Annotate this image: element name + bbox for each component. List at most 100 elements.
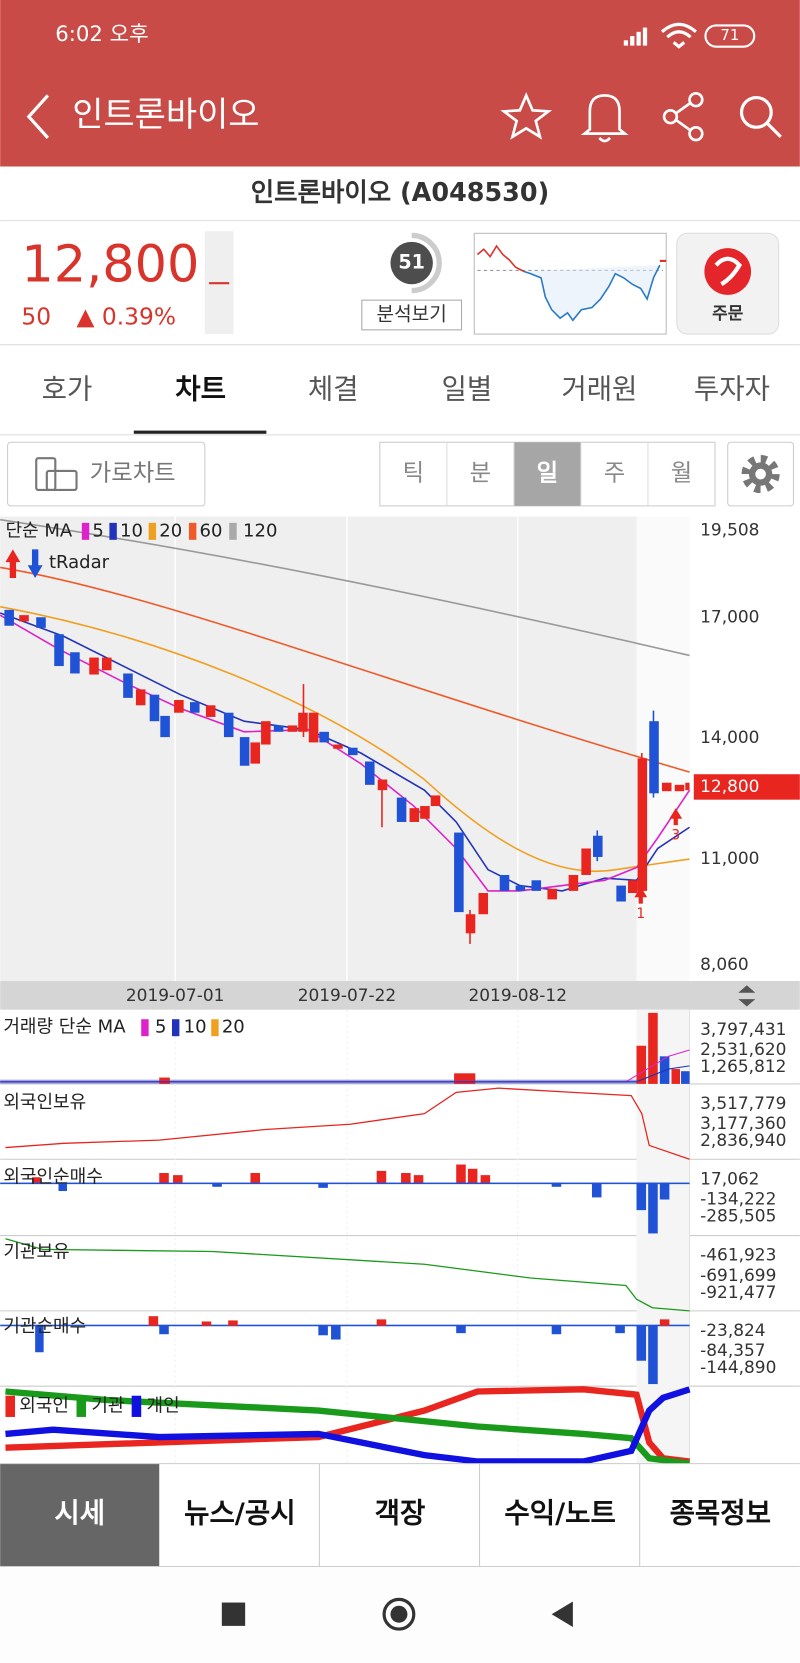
volume-ma (0, 1065, 690, 1083)
institution-holdings-line (5, 1238, 690, 1312)
decoration (531, 880, 542, 891)
panel-axis-label: 1,265,812 (700, 1056, 786, 1076)
analysis-button[interactable] (361, 299, 463, 331)
decoration (616, 885, 626, 902)
decoration (623, 40, 629, 46)
legend-swatch (188, 522, 197, 540)
panel-axis-label: -461,923 (700, 1245, 776, 1265)
nav-back[interactable] (551, 1601, 573, 1627)
decoration (739, 95, 773, 129)
decoration (54, 634, 64, 667)
decoration (19, 615, 29, 622)
nav-home[interactable] (382, 1597, 416, 1631)
decoration (376, 1319, 387, 1326)
decoration (615, 1325, 625, 1334)
battery-level: 71 (720, 27, 739, 44)
foreign-share-line (5, 1386, 690, 1465)
score-badge (390, 241, 433, 285)
tab[interactable]: 호가 (42, 372, 93, 405)
signal-icon (623, 27, 648, 46)
tab-active[interactable]: 차트 (175, 372, 226, 405)
decoration (205, 705, 216, 717)
decoration (101, 657, 112, 671)
decoration (287, 725, 298, 732)
decoration (333, 744, 343, 749)
decoration (681, 1071, 690, 1084)
volume-legend: 5 (155, 1017, 166, 1038)
decoration (149, 694, 160, 722)
price-label: 19,508 (700, 519, 759, 539)
date-bar (0, 981, 800, 1010)
panel-axis-label: 2,836,940 (700, 1130, 786, 1150)
price-label: 17,000 (700, 606, 759, 626)
nav-home-dot (390, 1605, 408, 1623)
legend-swatch (5, 1395, 16, 1417)
favorite-button[interactable] (500, 92, 553, 140)
price-label: 14,000 (700, 727, 759, 747)
bottom-tab[interactable]: 종목정보 (670, 1497, 771, 1530)
radar-down-icon (27, 549, 43, 579)
period-option[interactable]: 분 (470, 459, 491, 487)
decoration (318, 1182, 328, 1188)
panel-axis-label: -134,222 (700, 1189, 776, 1209)
search-button[interactable] (739, 95, 782, 138)
legend-swatch (76, 1395, 87, 1417)
volume-ma (0, 1049, 690, 1083)
decoration (159, 1077, 170, 1084)
landscape-icon (35, 457, 78, 492)
panel-recent (636, 1009, 690, 1464)
decoration (659, 1319, 670, 1326)
bottom-tab-active-bg (0, 1463, 160, 1567)
period-option[interactable]: 틱 (403, 459, 424, 487)
decoration (648, 1012, 658, 1084)
decoration (58, 1182, 67, 1192)
legend-swatch (131, 1395, 142, 1417)
stock-name: 인트론바이오 (A048530) (251, 178, 549, 208)
decoration (467, 1168, 478, 1184)
decoration (551, 1182, 562, 1187)
decoration (401, 1173, 411, 1184)
decoration (648, 1325, 658, 1385)
alert-button[interactable] (580, 94, 629, 143)
decoration (465, 914, 476, 934)
period-selected (513, 442, 581, 506)
tab[interactable]: 거래원 (561, 372, 637, 405)
ma-legend: 10 (120, 520, 143, 541)
ma-legend: 20 (159, 520, 182, 541)
decoration (377, 779, 388, 791)
period-option[interactable]: 주 (604, 459, 625, 487)
ma-legend-title: 단순 MA (5, 520, 72, 541)
panel-axis-label: 3,797,431 (700, 1019, 786, 1039)
decoration (630, 36, 635, 46)
share-button[interactable] (662, 92, 704, 142)
resize-handle[interactable] (738, 985, 756, 1007)
app-title: 인트론바이오 (72, 96, 259, 135)
decoration (409, 808, 420, 822)
nav-recent[interactable] (221, 1602, 246, 1626)
tab[interactable]: 체결 (308, 372, 359, 405)
tab[interactable]: 일별 (441, 372, 492, 405)
current-price-tag (693, 774, 800, 800)
signal-label: 3 (671, 828, 680, 844)
period-option[interactable]: 월 (671, 459, 692, 487)
decoration (89, 657, 99, 675)
period-option-active[interactable]: 일 (537, 459, 558, 487)
order-icon (704, 248, 752, 295)
decoration (173, 1175, 183, 1184)
tab[interactable]: 투자자 (694, 372, 770, 405)
bottom-tab[interactable]: 수익/노트 (504, 1497, 616, 1530)
bottom-tab[interactable]: 객장 (375, 1497, 426, 1530)
decoration (674, 101, 692, 132)
analysis-label: 분석보기 (377, 302, 447, 325)
back-button[interactable] (26, 94, 50, 139)
decoration (636, 1045, 647, 1084)
bottom-tab-active[interactable]: 시세 (54, 1497, 105, 1530)
legend-swatch (229, 522, 237, 540)
panel-title: 거래량 단순 MA (3, 1017, 126, 1038)
price-change-pct: ▲ 0.39% (77, 303, 176, 331)
mini-chart-down (523, 264, 661, 322)
decoration (135, 689, 146, 706)
decoration (45, 469, 78, 492)
bottom-tab[interactable]: 뉴스/공시 (184, 1497, 296, 1530)
